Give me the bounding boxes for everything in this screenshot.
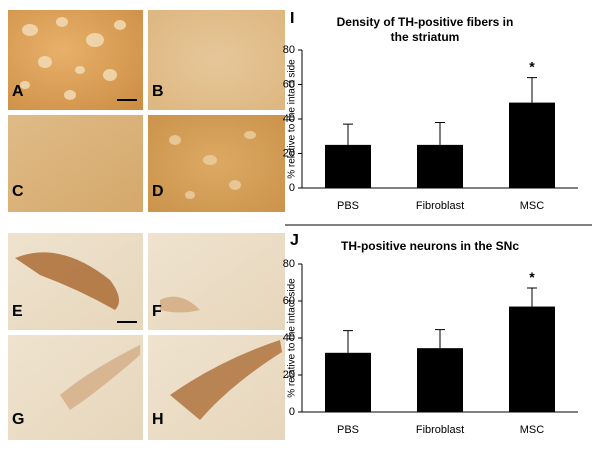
error-bar (527, 77, 537, 103)
x-tick-label: Fibroblast (416, 200, 464, 212)
neuron-band (60, 345, 140, 410)
cell-holes (169, 131, 256, 199)
y-tick-label: 40 (283, 332, 295, 344)
neuron-band (160, 296, 200, 313)
y-tick-label: 40 (283, 113, 295, 125)
panel-label: D (152, 183, 164, 200)
error-bar (435, 329, 445, 349)
y-axis-label: % relative to the intact side (287, 59, 298, 179)
neuron-band (15, 252, 119, 310)
panel-label: B (152, 83, 164, 100)
significance-star: * (529, 269, 535, 285)
panel-label: C (12, 183, 24, 200)
error-bar (343, 330, 353, 353)
x-tick-label: MSC (520, 200, 545, 212)
y-tick-label: 60 (283, 295, 295, 307)
panel-label: H (152, 411, 164, 428)
bar (417, 348, 463, 412)
panel-label: I (290, 10, 295, 27)
micrograph (8, 115, 143, 212)
y-tick-label: 80 (283, 44, 295, 56)
bar (417, 144, 463, 188)
significance-star: * (529, 58, 535, 74)
neuron-band (170, 340, 282, 420)
y-tick-label: 20 (283, 369, 295, 381)
panel-label: J (290, 232, 299, 249)
micrograph (148, 233, 285, 330)
bar (509, 102, 555, 188)
x-tick-label: MSC (520, 424, 545, 436)
chart-title: Density of TH-positive fibers in the str… (336, 15, 514, 44)
micrograph (148, 115, 285, 212)
y-tick-label: 0 (289, 406, 295, 418)
micrograph (148, 10, 285, 110)
panel-label: A (12, 83, 24, 100)
error-bar (435, 121, 445, 145)
panel-label: G (12, 411, 25, 428)
y-tick-label: 60 (283, 78, 295, 90)
chart-title: TH-positive neurons in the SNc (340, 239, 520, 253)
bar (509, 306, 555, 412)
x-tick-label: PBS (337, 200, 359, 212)
y-tick-label: 20 (283, 147, 295, 159)
panel-label: F (152, 303, 162, 320)
micrographs (8, 10, 285, 440)
y-tick-label: 80 (283, 258, 295, 270)
error-bar (527, 287, 537, 307)
bar (325, 144, 371, 188)
x-tick-label: Fibroblast (416, 424, 464, 436)
panel-label: E (12, 303, 23, 320)
cell-holes (20, 17, 126, 100)
y-tick-label: 0 (289, 182, 295, 194)
bar (325, 352, 371, 412)
y-axis-label: % relative to the intact side (287, 278, 298, 398)
x-tick-label: PBS (337, 424, 359, 436)
error-bar (343, 123, 353, 145)
